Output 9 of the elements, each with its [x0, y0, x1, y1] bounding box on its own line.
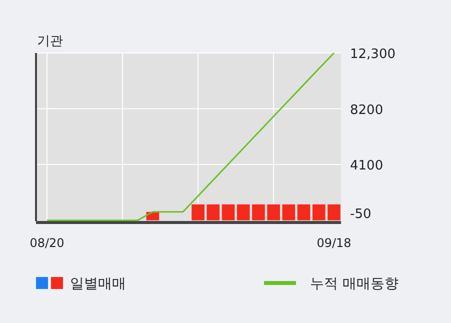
chart-title: 기관	[37, 34, 63, 49]
y-tick-label: 12,300	[350, 47, 396, 62]
y-tick-label: -50	[350, 207, 372, 222]
y-tick-label: 8200	[350, 102, 384, 118]
legend-label: 일별매매	[70, 276, 126, 292]
y-tick-label: 4100	[350, 158, 384, 174]
x-tick-label: 08/20	[30, 236, 64, 250]
x-tick-label: 09/18	[316, 236, 352, 250]
legend-label: 누적 매매동향	[310, 276, 398, 292]
